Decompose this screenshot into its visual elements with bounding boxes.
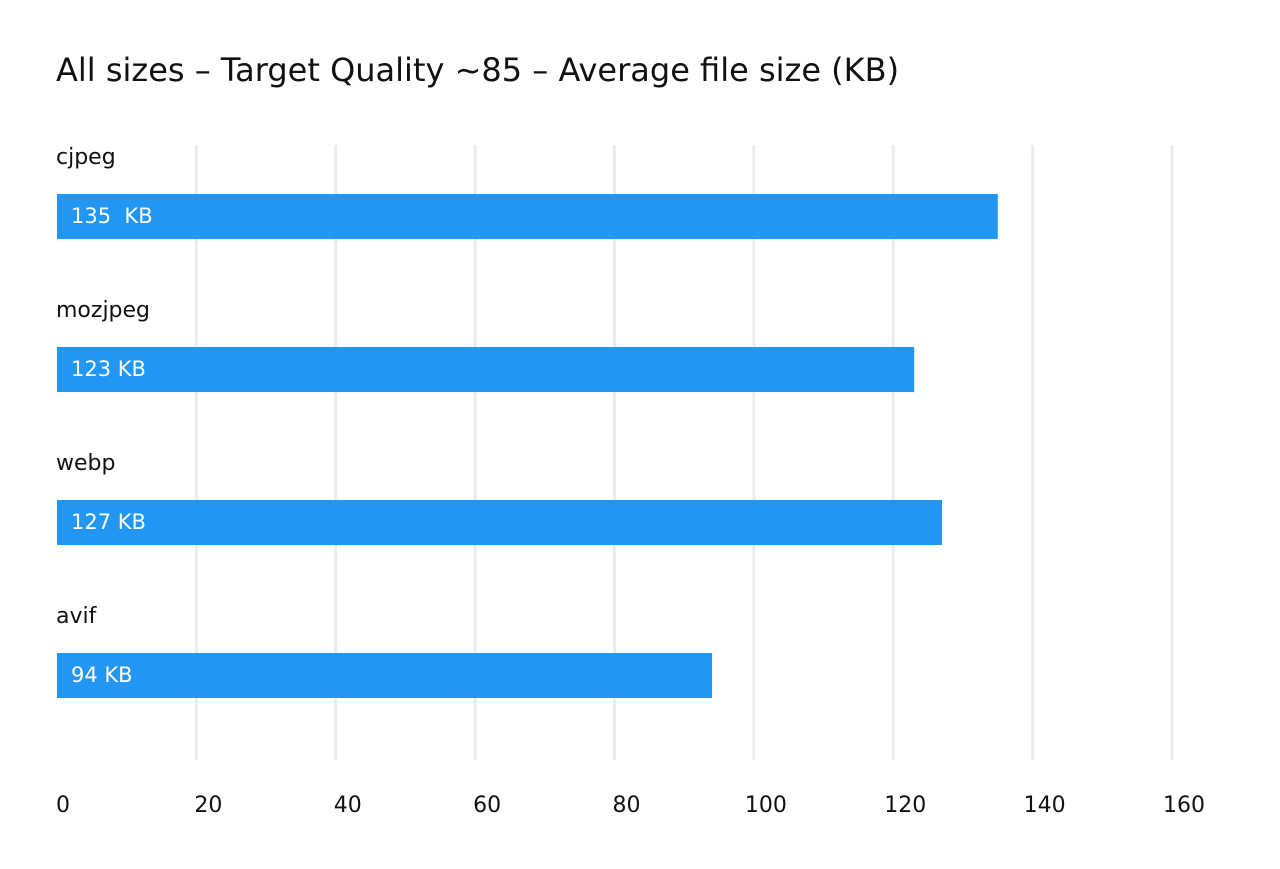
x-tick-label: 80 (613, 793, 641, 818)
x-tick-label: 160 (1163, 793, 1205, 818)
bar (57, 653, 713, 698)
x-tick-label: 140 (1024, 793, 1066, 818)
x-tick-label: 20 (194, 793, 222, 818)
x-tick-label: 60 (473, 793, 501, 818)
category-label: mozjpeg (56, 298, 150, 323)
value-label: 127 KB (71, 510, 146, 534)
bar (57, 194, 998, 239)
x-tick-label: 100 (745, 793, 787, 818)
category-label: avif (56, 604, 98, 629)
value-label: 135 KB (71, 204, 153, 228)
category-label: cjpeg (56, 145, 116, 170)
x-tick-label: 120 (884, 793, 926, 818)
chart-title: All sizes – Target Quality ~85 – Average… (56, 51, 899, 89)
bar (57, 347, 915, 392)
bar (57, 500, 943, 545)
value-label: 123 KB (71, 357, 146, 381)
x-tick-label: 0 (56, 793, 70, 818)
value-label: 94 KB (71, 663, 133, 687)
category-label: webp (56, 451, 115, 476)
x-tick-label: 40 (334, 793, 362, 818)
